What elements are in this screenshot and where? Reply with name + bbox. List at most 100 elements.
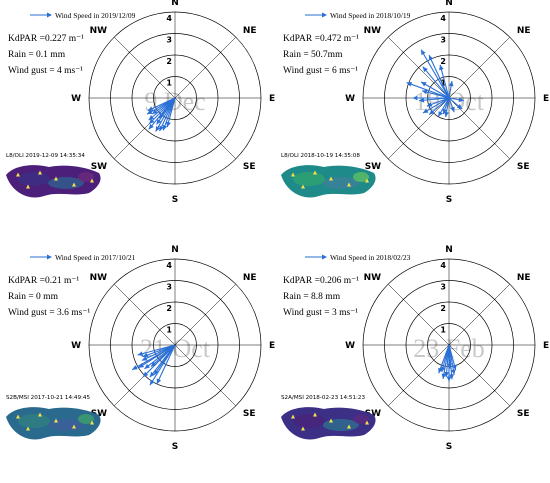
wind-vector-head — [166, 121, 171, 128]
wind-vector — [155, 97, 176, 132]
wind-vector — [406, 82, 450, 99]
direction-label: W — [345, 94, 355, 104]
direction-spoke — [388, 37, 450, 99]
direction-label: S — [446, 442, 452, 452]
wind-vector-head — [151, 361, 157, 367]
direction-label: W — [71, 94, 81, 104]
image-label: L8/OLI 2018-10-19 14:35:08 — [281, 153, 360, 159]
station-marker-icon — [313, 170, 317, 175]
ring-label: 1 — [440, 79, 446, 88]
station-marker-icon — [54, 176, 58, 181]
direction-label: NE — [243, 273, 257, 283]
wind-vector — [438, 344, 450, 374]
thumbnail-patch — [353, 172, 369, 182]
direction-spoke — [174, 97, 236, 159]
wind-vector-head — [149, 118, 155, 124]
wind-vector-head — [141, 356, 148, 361]
direction-label: N — [445, 0, 453, 8]
wind-vector-head — [162, 124, 168, 131]
wind-vector-head — [152, 109, 158, 115]
stat-line: KdPAR =0.206 m⁻¹ — [283, 276, 359, 286]
direction-label: SW — [365, 162, 381, 172]
wind-vector-head — [147, 109, 153, 115]
direction-label: N — [171, 0, 179, 8]
thumbnail-patch — [18, 172, 50, 186]
station-marker-icon — [313, 412, 317, 417]
legend-label: Wind Speed in 2018/02/23 — [330, 253, 411, 262]
wind-vector-head — [138, 363, 145, 368]
station-marker-icon — [291, 414, 295, 419]
station-marker-icon — [90, 420, 94, 425]
station-marker-icon — [72, 424, 76, 429]
thumbnail-patch — [78, 172, 94, 182]
legend-arrow-head — [322, 254, 327, 260]
thumbnail-patch — [18, 414, 50, 428]
wind-vector-head — [148, 115, 155, 121]
ring-label: 3 — [166, 283, 172, 292]
wind-vector-head — [421, 81, 427, 87]
stat-line: KdPAR =0.227 m⁻¹ — [8, 34, 84, 44]
direction-label: NW — [364, 273, 382, 283]
wind-vector-head — [438, 111, 443, 117]
image-label: L8/OLI 2019-12-09 14:35:34 — [6, 153, 85, 159]
wind-vector — [418, 97, 450, 102]
wind-vector-head — [149, 379, 155, 386]
wind-vector — [131, 344, 176, 371]
station-marker-icon — [301, 184, 305, 189]
wind-vector-head — [452, 364, 457, 370]
wind-vector — [137, 344, 176, 356]
direction-label: NE — [517, 26, 531, 36]
wind-vector — [422, 97, 450, 114]
stat-line: KdPAR =0.21 m⁻¹ — [8, 276, 79, 286]
wind-vector — [156, 344, 176, 385]
wind-vector-head — [412, 95, 418, 101]
wind-vector — [153, 344, 176, 376]
wind-vector — [420, 49, 450, 99]
ring-label: 4 — [166, 261, 172, 270]
wind-vector-head — [442, 108, 448, 115]
direction-label: S — [172, 195, 178, 205]
direction-spoke — [388, 97, 450, 159]
station-marker-icon — [291, 172, 295, 177]
station-marker-icon — [16, 414, 20, 419]
wind-vector-head — [450, 106, 455, 113]
wind-vector-head — [156, 118, 162, 125]
direction-label: S — [446, 195, 452, 205]
station-marker-icon — [90, 178, 94, 183]
thumbnail-patch — [353, 414, 369, 424]
wind-vector-head — [426, 102, 433, 107]
direction-spoke — [448, 284, 510, 346]
direction-spoke — [174, 284, 236, 346]
legend-arrow-head — [47, 12, 52, 18]
wind-vector-head — [444, 111, 449, 118]
wind-vector-head — [148, 123, 154, 130]
wind-vector-head — [438, 367, 443, 374]
wind-vector — [428, 54, 450, 99]
wind-vector — [147, 97, 176, 112]
wind-vector-head — [137, 351, 144, 357]
direction-label: E — [543, 341, 549, 351]
wind-vector-head — [422, 66, 428, 73]
direction-label: NW — [90, 26, 108, 36]
wind-vector-head — [458, 97, 464, 103]
direction-label: N — [171, 245, 179, 255]
ring-label: 2 — [440, 57, 446, 66]
station-marker-icon — [347, 424, 351, 429]
direction-label: S — [172, 442, 178, 452]
wind-vector — [422, 66, 450, 99]
stat-line: Wind gust = 6 ms⁻¹ — [283, 66, 358, 76]
direction-label: SW — [91, 162, 107, 172]
legend-arrow-head — [47, 254, 52, 260]
wind-vector — [150, 344, 176, 367]
ring-label: 4 — [440, 261, 446, 270]
wind-vector-head — [144, 363, 150, 369]
station-marker-icon — [347, 182, 351, 187]
wind-vector-head — [448, 81, 454, 87]
ring-label: 3 — [166, 36, 172, 45]
direction-label: SE — [243, 409, 256, 419]
station-marker-icon — [26, 426, 30, 431]
stat-line: Rain = 0 mm — [8, 292, 59, 302]
wind-vector-head — [422, 108, 429, 114]
